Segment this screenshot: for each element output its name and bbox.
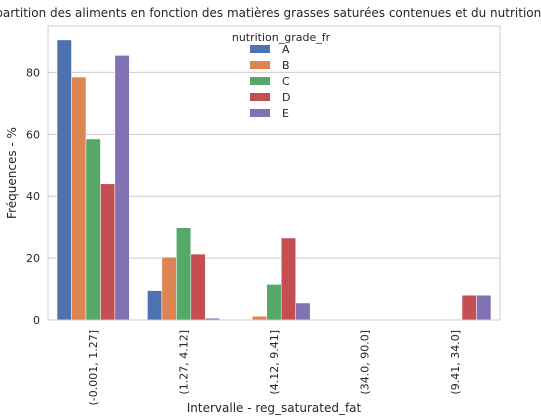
y-tick-label: 40 <box>26 190 40 203</box>
y-tick-label: 0 <box>33 314 40 327</box>
y-tick-label: 60 <box>26 128 40 141</box>
legend-swatch-d <box>250 93 270 101</box>
bar-c-2 <box>266 284 282 321</box>
bar-d-0 <box>100 183 116 321</box>
legend-swatch-b <box>250 61 270 69</box>
chart-title: Répartition des aliments en fonction des… <box>0 6 541 20</box>
x-tick-label: (1.27, 4.12] <box>178 330 191 395</box>
bar-c-1 <box>176 227 192 321</box>
plot-frame <box>47 25 501 321</box>
bars <box>56 39 492 321</box>
legend-swatch-a <box>250 45 270 53</box>
bar-b-0 <box>71 76 87 321</box>
y-tick-label: 20 <box>26 252 40 265</box>
bar-e-4 <box>476 294 492 321</box>
bar-c-0 <box>85 138 101 321</box>
legend-swatch-e <box>250 109 270 117</box>
legend-label-d: D <box>282 91 290 104</box>
bar-d-4 <box>461 294 477 321</box>
x-tick-label: (34.0, 90.0] <box>358 330 371 395</box>
bar-e-0 <box>114 55 130 321</box>
y-tick-labels: 0 20 40 60 80 <box>26 66 40 327</box>
x-tick-labels: (-0.001, 1.27] (1.27, 4.12] (4.12, 9.41] (3… <box>87 330 462 406</box>
y-axis-label: Fréquences - % <box>5 127 19 219</box>
legend-label-b: B <box>282 59 290 72</box>
x-tick-label: (9.41, 34.0] <box>449 330 462 395</box>
bar-d-1 <box>190 253 206 321</box>
x-tick-label: (4.12, 9.41] <box>268 330 281 395</box>
bar-a-1 <box>147 290 163 321</box>
bar-e-2 <box>295 302 311 321</box>
bar-a-0 <box>56 39 72 321</box>
legend-title: nutrition_grade_fr <box>232 31 331 44</box>
legend-swatch-c <box>250 77 270 85</box>
legend-label-a: A <box>282 43 290 56</box>
bar-b-2 <box>252 316 268 321</box>
legend-label-c: C <box>282 75 290 88</box>
bar-d-2 <box>280 237 296 321</box>
legend-label-e: E <box>282 107 289 120</box>
y-tick-label: 80 <box>26 66 40 79</box>
x-axis-label: Intervalle - reg_saturated_fat <box>187 401 362 415</box>
bar-b-1 <box>161 256 177 321</box>
x-tick-label: (-0.001, 1.27] <box>87 330 100 406</box>
